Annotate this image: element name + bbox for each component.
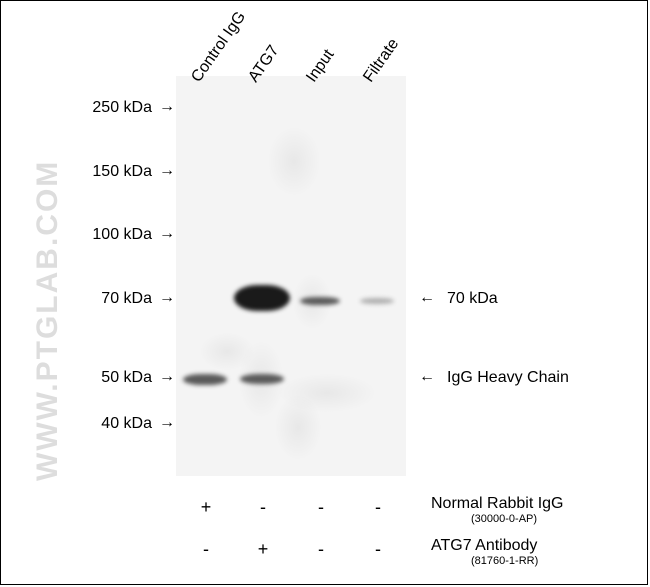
figure-frame: WWW.PTGLAB.COM Control IgGATG7InputFiltr… xyxy=(0,0,648,585)
condition-indicator: + xyxy=(253,539,273,560)
arrow-right-icon: → xyxy=(159,98,175,116)
arrow-right-icon: → xyxy=(159,368,175,386)
mw-marker-label: 100 kDa xyxy=(92,226,152,244)
band-annotation: IgG Heavy Chain xyxy=(447,369,569,387)
condition-indicator: + xyxy=(196,497,216,518)
condition-indicator: - xyxy=(311,539,331,560)
antibody-catalog: (81760-1-RR) xyxy=(471,555,538,567)
arrow-left-icon: ← xyxy=(419,289,435,307)
band xyxy=(240,374,284,384)
condition-indicator: - xyxy=(253,497,273,518)
antibody-label: Normal Rabbit IgG xyxy=(431,495,564,513)
watermark: WWW.PTGLAB.COM xyxy=(31,160,65,481)
arrow-right-icon: → xyxy=(159,225,175,243)
condition-indicator: - xyxy=(368,539,388,560)
band-annotation: 70 kDa xyxy=(447,290,498,308)
condition-indicator: - xyxy=(311,497,331,518)
mw-marker-label: 40 kDa xyxy=(101,415,152,433)
arrow-left-icon: ← xyxy=(419,368,435,386)
condition-indicator: - xyxy=(368,497,388,518)
band xyxy=(183,374,227,385)
antibody-catalog: (30000-0-AP) xyxy=(471,513,537,525)
band xyxy=(234,285,290,311)
mw-marker-label: 250 kDa xyxy=(92,99,152,117)
condition-indicator: - xyxy=(196,539,216,560)
mw-marker-label: 70 kDa xyxy=(101,290,152,308)
arrow-right-icon: → xyxy=(159,289,175,307)
blot-area xyxy=(176,76,406,476)
band xyxy=(360,298,394,304)
band xyxy=(300,297,340,305)
blot-noise xyxy=(267,126,320,197)
lane-header: Control IgG xyxy=(188,9,250,86)
mw-marker-label: 50 kDa xyxy=(101,369,152,387)
antibody-label: ATG7 Antibody xyxy=(431,537,537,555)
arrow-right-icon: → xyxy=(159,414,175,432)
mw-marker-label: 150 kDa xyxy=(92,163,152,181)
arrow-right-icon: → xyxy=(159,162,175,180)
